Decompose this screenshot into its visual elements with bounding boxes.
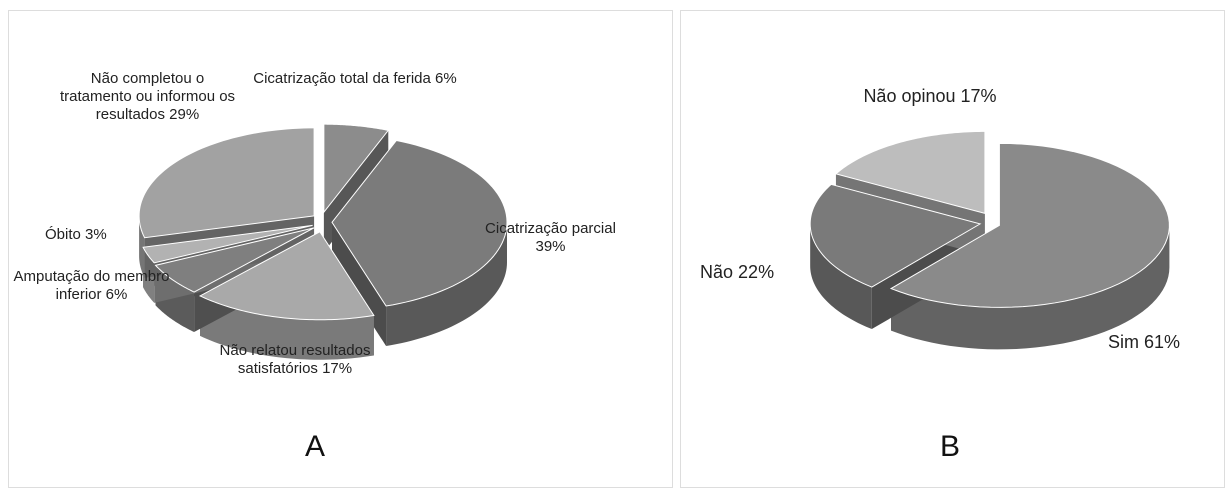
slice-value: 17% bbox=[960, 86, 997, 106]
slice-side bbox=[810, 223, 872, 330]
slice-label: Cicatrização parcial 39% bbox=[478, 220, 623, 256]
slice-label: Não relatou resultados satisfatórios 17% bbox=[180, 342, 410, 378]
slice bbox=[323, 123, 390, 214]
slice-label: Cicatrização total da ferida 6% bbox=[240, 70, 470, 88]
slice-label: Óbito 3% bbox=[45, 226, 135, 244]
slice bbox=[834, 130, 986, 215]
slice-value: 6% bbox=[435, 70, 457, 87]
slice-value: 6% bbox=[105, 286, 128, 303]
slice-name: Sim bbox=[1108, 332, 1139, 352]
panel-a bbox=[8, 10, 673, 488]
panel-title: B bbox=[940, 430, 961, 463]
slice-side bbox=[386, 222, 507, 347]
panel-b bbox=[680, 10, 1225, 488]
slice-name: Óbito bbox=[45, 226, 81, 243]
slice-side bbox=[200, 295, 374, 360]
slice bbox=[138, 127, 315, 239]
slice-value: 61% bbox=[1144, 332, 1181, 352]
slice-name: Cicatrização parcial bbox=[485, 220, 616, 237]
slice bbox=[809, 183, 982, 288]
slice-side bbox=[139, 215, 145, 278]
slice bbox=[154, 227, 315, 293]
slice-label: Amputação do membro inferior 6% bbox=[4, 268, 179, 304]
slice-value: 22% bbox=[738, 262, 775, 282]
slice-value: 17% bbox=[322, 360, 353, 377]
slice-label: Não 22% bbox=[700, 262, 810, 283]
slice-name: Cicatrização total da ferida bbox=[253, 70, 431, 87]
slice bbox=[198, 231, 375, 321]
slice-side bbox=[891, 225, 1170, 350]
slice bbox=[142, 224, 313, 264]
slice-value: 39% bbox=[535, 238, 566, 255]
slice-label: Não opinou 17% bbox=[855, 86, 1005, 107]
slice-label: Não completou o tratamento ou informou o… bbox=[55, 70, 240, 124]
slice-name: Não bbox=[700, 262, 734, 282]
slice-name: Não completou o tratamento ou informou o… bbox=[59, 70, 236, 123]
slice bbox=[889, 142, 1170, 308]
slice-name: Não relatou resultados satisfatórios bbox=[219, 342, 371, 377]
slice-value: 3% bbox=[85, 226, 107, 243]
slice-name: Amputação do membro inferior bbox=[13, 268, 170, 303]
slice-name: Não opinou bbox=[863, 86, 956, 106]
panel-title: A bbox=[305, 430, 326, 463]
slice bbox=[331, 139, 508, 307]
slice-label: Sim 61% bbox=[1108, 332, 1208, 353]
slice-value: 29% bbox=[169, 106, 200, 123]
